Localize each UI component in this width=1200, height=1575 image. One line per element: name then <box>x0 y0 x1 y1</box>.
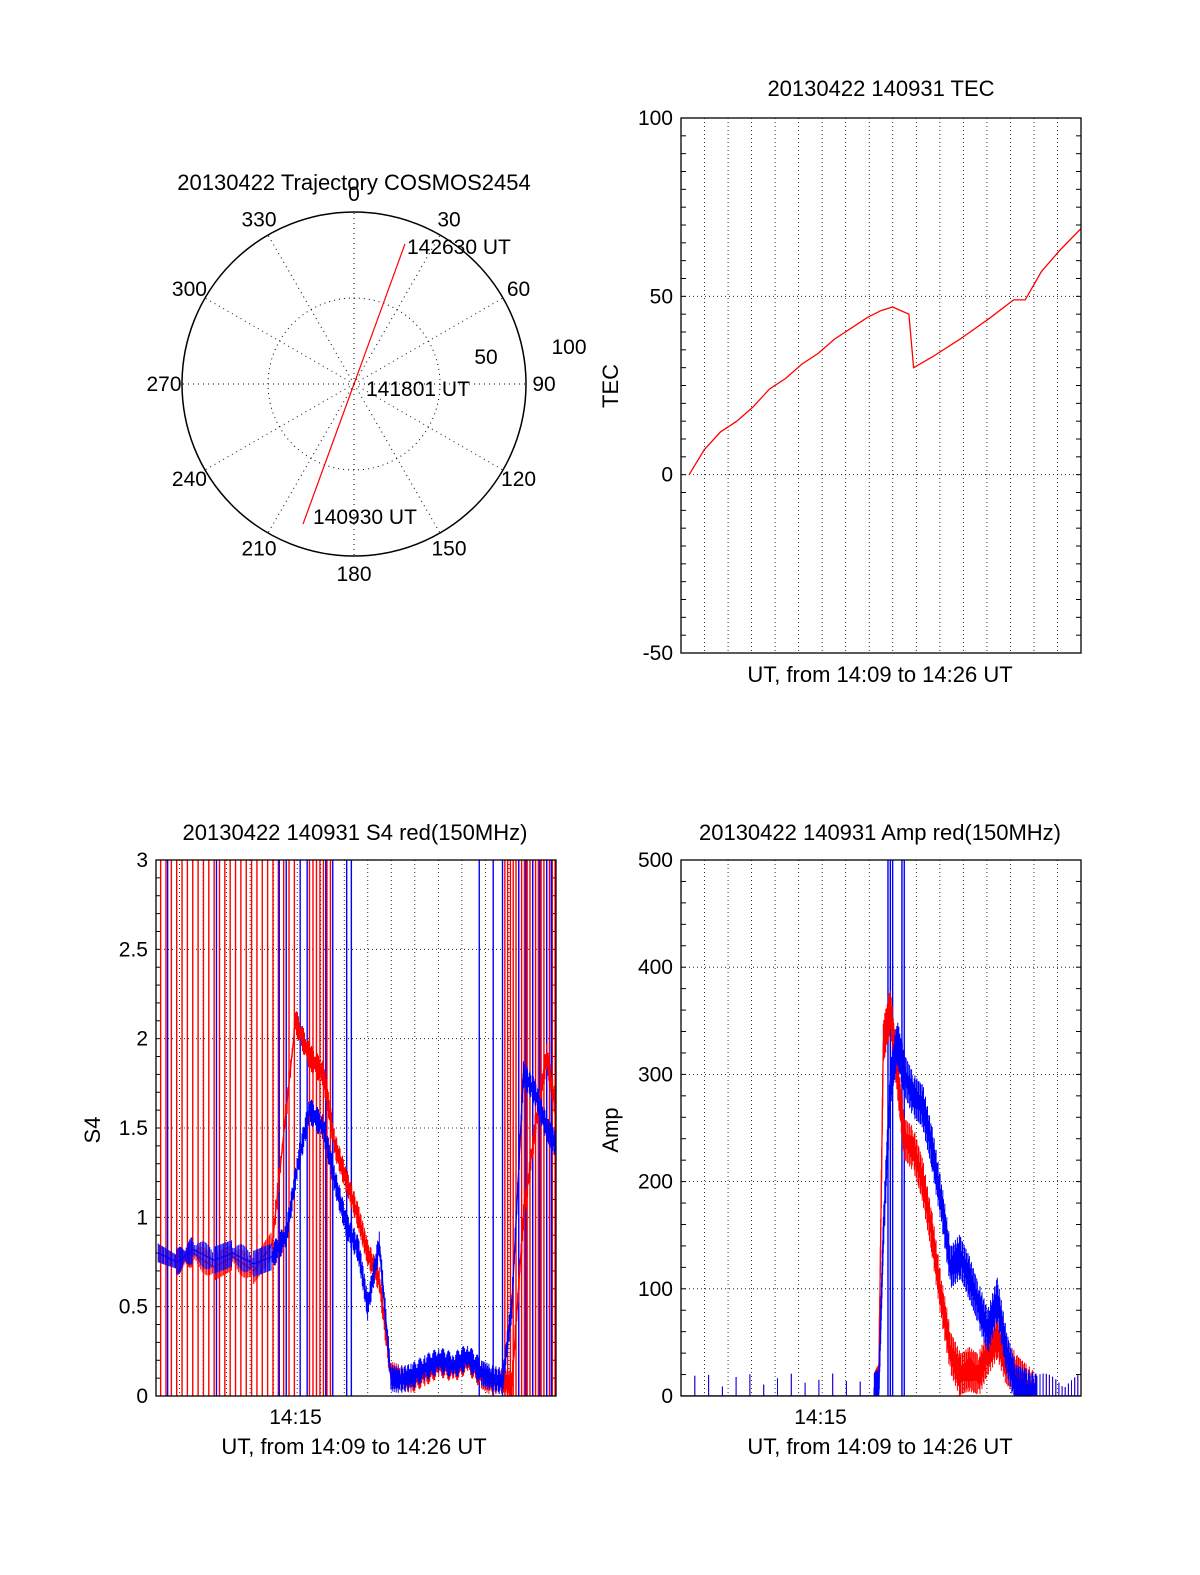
tec-y-label: TEC <box>598 364 623 408</box>
tec-x-label: UT, from 14:09 to 14:26 UT <box>747 662 1012 687</box>
polar-azimuth-label: 120 <box>501 468 536 491</box>
polar-azimuth-label: 150 <box>431 538 466 561</box>
polar-azimuth-label: 60 <box>507 278 530 301</box>
plot-frame <box>680 859 1082 1397</box>
plot-area <box>681 860 1081 1396</box>
y-tick-label: 50 <box>650 285 673 308</box>
polar-azimuth-label: 330 <box>241 208 276 231</box>
y-tick-label: 300 <box>638 1063 673 1086</box>
polar-spoke <box>353 383 504 471</box>
polar-spoke <box>267 234 355 385</box>
s4-x-label: UT, from 14:09 to 14:26 UT <box>221 1434 486 1459</box>
y-tick-label: -50 <box>643 642 673 665</box>
x-tick-label: 14:15 <box>794 1406 847 1429</box>
polar-azimuth-label: 270 <box>146 373 181 396</box>
polar-radial-label: 50 <box>474 346 497 369</box>
polar-azimuth-label: 240 <box>172 468 207 491</box>
trajectory-annotation: 142630 UT <box>407 236 511 259</box>
plot-frame <box>680 117 1082 654</box>
y-tick-label: 500 <box>638 849 673 872</box>
tec-chart: 20130422 140931 TEC UT, from 14:09 to 14… <box>598 76 1082 687</box>
y-tick-label: 3 <box>136 849 148 872</box>
s4-chart: 20130422 140931 S4 red(150MHz) UT, from … <box>80 820 557 1459</box>
y-tick-label: 0 <box>661 1385 673 1408</box>
trajectory-annotation: 141801 UT <box>366 378 470 401</box>
s4-title: 20130422 140931 S4 red(150MHz) <box>183 820 528 845</box>
trajectory-polar-plot: 20130422 Trajectory COSMOS2454 0 30 60 90 12… <box>146 170 586 586</box>
polar-azimuth-label: 180 <box>336 563 371 586</box>
amp-title: 20130422 140931 Amp red(150MHz) <box>699 820 1061 845</box>
y-tick-label: 0.5 <box>119 1296 148 1319</box>
polar-azimuth-labels: 0 30 60 90 120 150 180 210 240 270 300 330 50 100 <box>146 183 586 586</box>
plot-frame <box>155 859 557 1397</box>
polar-spoke <box>204 383 355 471</box>
polar-spoke <box>204 297 355 385</box>
tec-title: 20130422 140931 TEC <box>767 76 994 101</box>
plot-area <box>157 860 556 1396</box>
x-tick-label: 14:15 <box>269 1406 322 1429</box>
polar-azimuth-label: 30 <box>437 208 460 231</box>
polar-azimuth-label: 90 <box>532 373 555 396</box>
series-noise-blue <box>681 1022 1079 1396</box>
polar-spoke <box>267 383 355 534</box>
trajectory-title: 20130422 Trajectory COSMOS2454 <box>177 170 530 195</box>
polar-spoke <box>353 297 504 385</box>
polar-spoke <box>353 383 441 534</box>
polar-radial-label: 100 <box>551 336 586 359</box>
s4-y-label: S4 <box>80 1117 105 1144</box>
series-noise-red <box>157 1011 556 1396</box>
polar-azimuth-label: 300 <box>172 278 207 301</box>
polar-outer-circle <box>181 211 527 557</box>
y-tick-label: 100 <box>638 1278 673 1301</box>
polar-spoke <box>353 234 441 385</box>
polar-trajectory: 142630 UT 141801 UT 140930 UT <box>302 236 511 529</box>
amp-y-label: Amp <box>598 1107 623 1152</box>
y-tick-label: 0 <box>136 1385 148 1408</box>
y-tick-label: 100 <box>638 107 673 130</box>
y-tick-label: 200 <box>638 1171 673 1194</box>
y-tick-label: 2.5 <box>119 938 148 961</box>
amp-chart: 20130422 140931 Amp red(150MHz) UT, from… <box>598 820 1082 1459</box>
series-line-red <box>688 228 1081 476</box>
y-tick-label: 1.5 <box>119 1117 148 1140</box>
polar-azimuth-label: 210 <box>241 538 276 561</box>
series-noise-red <box>681 990 1079 1396</box>
trajectory-line <box>302 243 406 525</box>
y-tick-label: 400 <box>638 956 673 979</box>
y-tick-label: 1 <box>136 1206 148 1229</box>
plot-area <box>688 228 1081 476</box>
polar-grid <box>181 211 527 557</box>
trajectory-annotation: 140930 UT <box>313 506 417 529</box>
polar-azimuth-label: 0 <box>348 183 360 206</box>
y-tick-label: 2 <box>136 1028 148 1051</box>
y-tick-label: 0 <box>661 464 673 487</box>
series-noise-blue <box>157 1061 556 1394</box>
amp-x-label: UT, from 14:09 to 14:26 UT <box>747 1434 1012 1459</box>
